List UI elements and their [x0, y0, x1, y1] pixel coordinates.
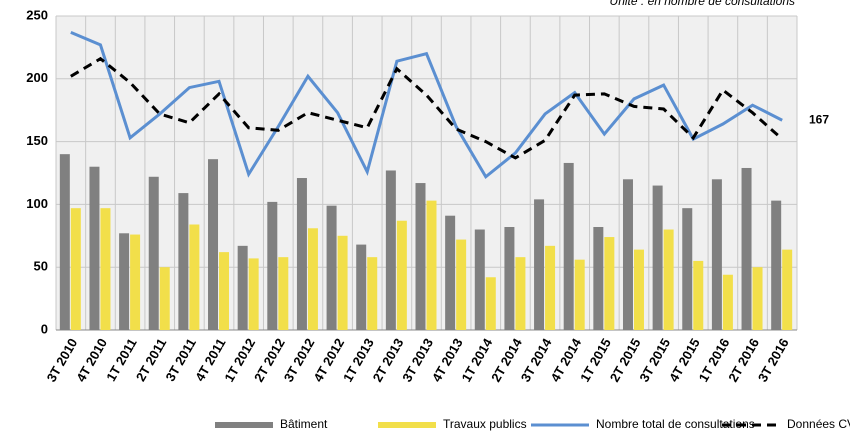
y-tick-label: 0	[41, 321, 48, 336]
bar	[445, 215, 456, 330]
bar	[189, 224, 200, 330]
legend-swatch	[378, 422, 436, 428]
bar	[267, 201, 278, 330]
bar	[474, 229, 485, 330]
bar	[70, 208, 81, 330]
bar	[515, 257, 526, 330]
bar	[337, 235, 348, 330]
bar	[426, 200, 437, 330]
legend-label: Données CVS	[787, 417, 850, 431]
bar	[593, 227, 604, 330]
bar	[574, 259, 585, 330]
bar	[356, 244, 367, 330]
bar	[711, 179, 722, 330]
bar	[178, 193, 189, 330]
legend-swatch	[215, 422, 273, 428]
line	[70, 56, 784, 160]
bar	[119, 233, 130, 330]
legend-label: Nombre total de consultations	[596, 417, 755, 431]
bar	[326, 205, 337, 330]
bar	[485, 277, 496, 330]
bar	[237, 245, 248, 330]
bar	[633, 249, 644, 330]
bar	[396, 220, 407, 330]
bar	[741, 167, 752, 330]
bar	[148, 176, 159, 330]
bar	[248, 258, 259, 330]
bar	[722, 274, 733, 330]
bar	[752, 267, 763, 330]
bar	[456, 239, 467, 330]
bar	[89, 166, 100, 330]
bar	[296, 178, 307, 330]
y-tick-label: 250	[26, 7, 48, 22]
bar	[652, 185, 663, 330]
bar	[159, 267, 170, 330]
bar	[663, 229, 674, 330]
bar	[59, 154, 70, 330]
y-tick-label: 50	[34, 259, 48, 274]
bar	[367, 257, 378, 330]
line	[70, 30, 783, 180]
bar	[534, 199, 545, 330]
bar	[415, 183, 426, 330]
bar	[682, 208, 693, 330]
bar	[208, 159, 219, 330]
bar	[219, 252, 230, 330]
bar	[130, 234, 141, 330]
value-label: 167	[809, 112, 829, 126]
bar	[504, 227, 515, 330]
bar	[545, 245, 556, 330]
bar	[100, 208, 111, 330]
bar	[622, 179, 633, 330]
bar	[278, 257, 289, 330]
bar	[771, 200, 782, 330]
y-tick-label: 100	[26, 196, 48, 211]
bar	[693, 260, 704, 330]
unit-note: Unité : en nombre de consultations	[610, 0, 795, 8]
y-tick-label: 150	[26, 133, 48, 148]
bar	[385, 170, 396, 330]
bar	[782, 249, 793, 330]
y-tick-label: 200	[26, 70, 48, 85]
bar	[563, 162, 574, 330]
legend-label: Bâtiment	[280, 417, 328, 431]
legend-label: Travaux publics	[443, 417, 527, 431]
bar	[604, 237, 615, 330]
bar	[307, 228, 318, 330]
